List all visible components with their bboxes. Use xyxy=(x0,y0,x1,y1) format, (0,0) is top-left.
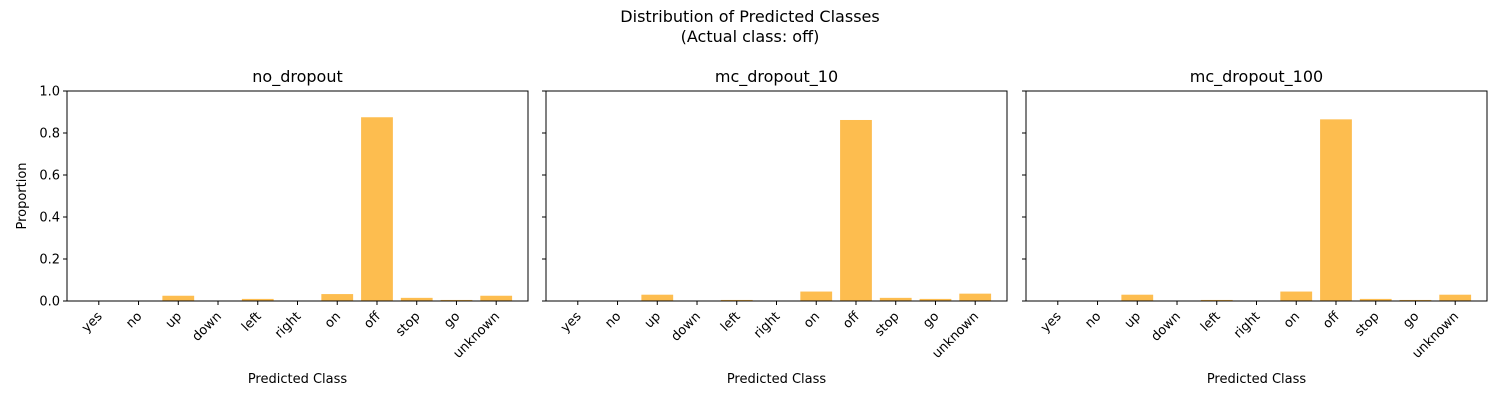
subplot-title: mc_dropout_10 xyxy=(715,67,838,87)
x-tick-label-left: left xyxy=(1198,309,1224,335)
y-axis-label: Proportion xyxy=(15,162,30,229)
x-tick-label-down: down xyxy=(1148,309,1183,344)
bar-up xyxy=(1121,294,1154,301)
x-axis-label: Predicted Class xyxy=(727,372,827,387)
x-tick-label-left: left xyxy=(239,309,265,335)
axes-frame xyxy=(1025,90,1488,302)
x-tick-label-on: on xyxy=(1281,309,1303,331)
bar-unknown xyxy=(1439,294,1472,301)
bar-stop xyxy=(1359,298,1392,301)
axes-frame xyxy=(545,90,1008,302)
x-axis-label: Predicted Class xyxy=(1207,372,1307,387)
x-tick-label-yes: yes xyxy=(1038,309,1065,336)
bar-stop xyxy=(879,297,912,301)
bar-left xyxy=(720,299,753,301)
y-tick-label: 0.8 xyxy=(39,127,60,142)
x-tick-label-up: up xyxy=(642,309,664,331)
x-tick-label-left: left xyxy=(718,309,744,335)
bar-on xyxy=(1280,291,1313,301)
axes-frame xyxy=(66,90,529,302)
x-tick-label-go: go xyxy=(441,309,463,331)
x-tick-label-off: off xyxy=(361,308,384,331)
y-tick-label: 1.0 xyxy=(39,85,60,100)
bar-up xyxy=(162,295,195,301)
y-tick-label: 0.4 xyxy=(39,211,60,226)
x-tick-label-yes: yes xyxy=(558,309,585,336)
x-tick-label-no: no xyxy=(1082,309,1104,331)
x-tick-label-right: right xyxy=(272,309,304,341)
bar-unknown xyxy=(480,295,513,301)
bar-unknown xyxy=(959,293,992,301)
x-tick-label-on: on xyxy=(801,309,823,331)
x-tick-label-on: on xyxy=(322,309,344,331)
x-tick-label-go: go xyxy=(920,309,942,331)
y-tick-label: 0.2 xyxy=(39,253,60,268)
figure-title: Distribution of Predicted Classes xyxy=(620,7,880,26)
bar-up xyxy=(641,294,674,301)
x-tick-label-down: down xyxy=(189,309,224,344)
x-tick-label-stop: stop xyxy=(872,309,902,339)
x-tick-label-off: off xyxy=(840,308,863,331)
x-tick-label-no: no xyxy=(123,309,145,331)
y-tick-label: 0.6 xyxy=(39,169,60,184)
bar-left xyxy=(241,298,274,301)
x-tick-label-stop: stop xyxy=(393,309,423,339)
bar-left xyxy=(1200,299,1233,301)
y-tick-label: 0.0 xyxy=(39,295,60,310)
bar-on xyxy=(321,294,354,301)
bar-stop xyxy=(400,297,433,301)
bar-go xyxy=(1399,299,1432,301)
x-tick-label-right: right xyxy=(751,309,783,341)
bar-off xyxy=(361,117,393,301)
bar-on xyxy=(800,291,833,301)
figure-subtitle: (Actual class: off) xyxy=(680,27,820,46)
bar-go xyxy=(919,298,952,301)
x-axis-label: Predicted Class xyxy=(248,372,348,387)
x-tick-label-yes: yes xyxy=(79,309,106,336)
bar-off xyxy=(840,119,872,301)
subplot-title: no_dropout xyxy=(252,67,342,87)
x-tick-label-down: down xyxy=(668,309,703,344)
x-tick-label-no: no xyxy=(602,309,624,331)
bar-go xyxy=(440,299,473,301)
x-tick-label-up: up xyxy=(163,309,185,331)
bar-off xyxy=(1320,119,1352,301)
subplot-title: mc_dropout_100 xyxy=(1190,67,1323,87)
x-tick-label-right: right xyxy=(1231,309,1263,341)
x-tick-label-off: off xyxy=(1320,308,1343,331)
x-tick-label-stop: stop xyxy=(1352,309,1382,339)
x-tick-label-go: go xyxy=(1400,309,1422,331)
x-tick-label-up: up xyxy=(1122,309,1144,331)
